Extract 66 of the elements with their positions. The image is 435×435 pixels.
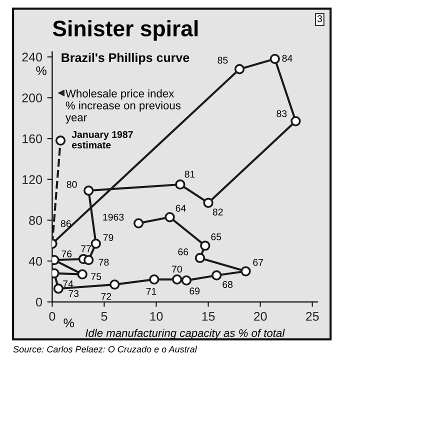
point [200,240,210,251]
text: 3 [317,15,322,22]
x-axis-title: Idle manufacturing capacity as % of total [86,328,285,340]
annotation: 75 [91,273,102,280]
chart-title: Sinister spiral [52,20,198,41]
point [175,179,186,190]
x-tick-label: 25 [306,312,319,321]
y-tick-label: 120 [22,175,42,184]
annotation: 70 [172,266,182,273]
y-axis-title: % [36,66,46,76]
x-tick-label: 5 [101,312,108,321]
annotation: 81 [184,170,195,178]
annotation: 65 [211,233,222,240]
annotation: 64 [176,204,186,212]
annotation: 80 [66,181,77,188]
annotation: 72 [101,293,112,300]
point [90,238,101,249]
annotation: 71 [146,288,156,295]
y-tick-label: 240 [22,52,42,62]
point [203,198,214,208]
x-tick-label: 15 [202,312,215,321]
annotation: 84 [282,54,292,62]
annotation: 82 [212,208,223,216]
y-tick-label: 80 [29,216,42,225]
chart-subtitle: Brazil's Phillips curve [62,52,190,65]
point [212,270,222,280]
annotation: 76 [62,250,72,258]
point [84,254,94,266]
annotation: 78 [98,258,109,266]
point [133,218,144,228]
annotation: Wholesale price index % increase on previous year [65,89,181,124]
y-tick-label: 160 [22,134,42,144]
annotation: 79 [103,234,114,242]
x-tick-label: 20 [254,312,267,321]
point [270,54,280,64]
x-tick-label: 10 [150,312,163,321]
annotation: 1963 [103,214,124,221]
y-tick-label: 0 [36,298,42,307]
annotation: 68 [222,281,233,288]
point [290,116,301,126]
annotation: January 1987 estimate [72,131,133,148]
annotation: 85 [218,56,228,64]
point [194,252,206,264]
source-note: Source: Carlos Pelaez: O Cruzado e o Austral [13,346,198,352]
annotation: 66 [178,248,188,256]
point [172,274,182,284]
point [240,266,251,276]
point [164,212,175,222]
point [77,269,88,280]
y-tick-label: 200 [22,94,42,102]
annotation: 73 [68,290,79,298]
y-tick-label: 40 [28,256,42,266]
point [84,186,94,196]
point [234,64,245,74]
text: % [64,318,74,328]
annotation: 69 [190,288,200,294]
annotation: 83 [276,110,287,118]
annotation: 74 [63,280,74,288]
annotation: 86 [60,220,71,228]
point [53,284,64,294]
point [149,274,160,284]
annotation: 67 [253,258,264,266]
x-tick-label: 0 [49,312,56,321]
annotation: 77 [81,245,91,252]
point [110,279,120,290]
point [181,275,192,286]
